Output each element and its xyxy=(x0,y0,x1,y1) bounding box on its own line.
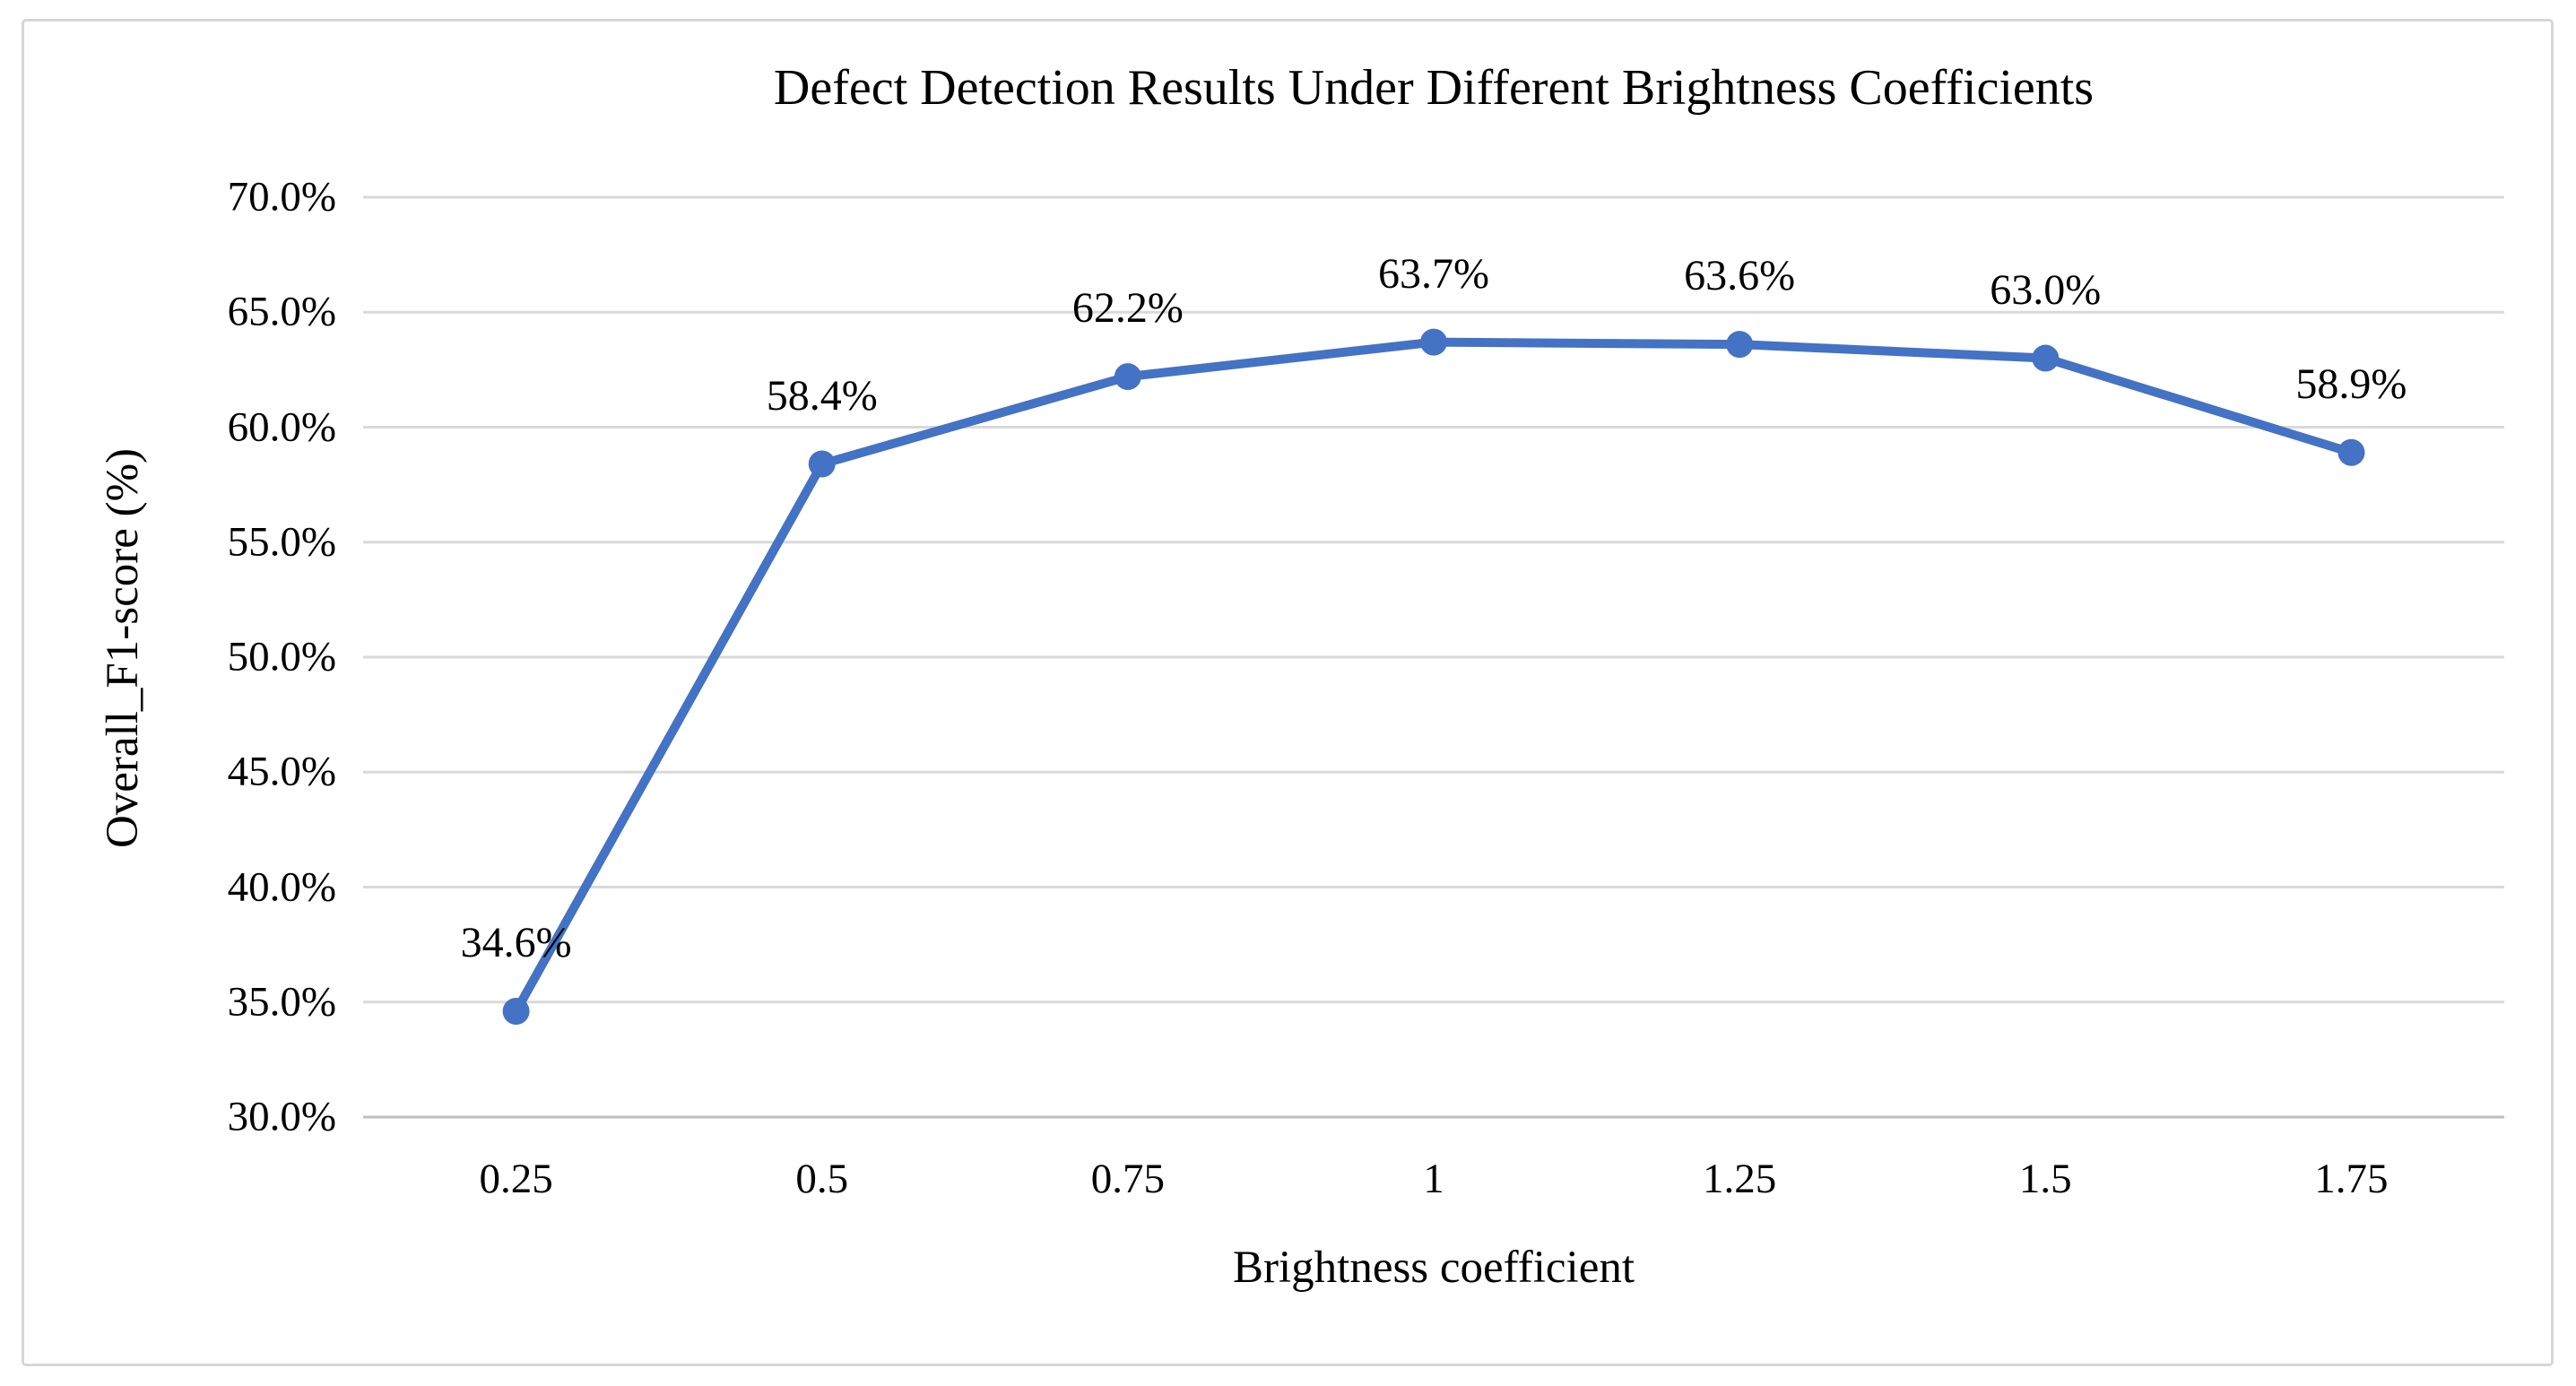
data-label: 58.4% xyxy=(766,371,878,420)
data-point-marker xyxy=(1420,328,1447,356)
data-point-marker xyxy=(2032,344,2060,372)
x-tick-label: 0.25 xyxy=(479,1156,553,1202)
y-tick-label: 40.0% xyxy=(227,863,336,910)
y-tick-label: 55.0% xyxy=(227,518,336,566)
x-tick-label: 1.5 xyxy=(2018,1156,2072,1202)
data-point-marker xyxy=(1114,363,1141,391)
data-point-marker xyxy=(502,998,530,1026)
data-point-marker xyxy=(2337,438,2365,466)
data-label: 34.6% xyxy=(460,919,572,966)
y-tick-label: 65.0% xyxy=(227,288,336,335)
y-tick-label: 35.0% xyxy=(227,978,336,1026)
series-line xyxy=(511,337,2356,1017)
data-label: 63.6% xyxy=(1684,252,1796,300)
y-tick-label: 50.0% xyxy=(227,633,336,680)
x-tick-label: 1 xyxy=(1423,1156,1444,1202)
data-label: 58.9% xyxy=(2295,359,2407,408)
data-label: 63.7% xyxy=(1378,249,1489,298)
x-axis-title: Brightness coefficient xyxy=(1232,1243,1635,1293)
x-tick-label: 1.25 xyxy=(1703,1156,1777,1202)
data-point-marker xyxy=(1726,331,1754,359)
x-tick-label: 0.75 xyxy=(1090,1156,1165,1202)
x-tick-label: 0.5 xyxy=(795,1156,849,1202)
chart-title: Defect Detection Results Under Different… xyxy=(773,60,2095,116)
data-label: 63.0% xyxy=(1990,265,2102,314)
data-point-marker xyxy=(808,450,836,478)
x-tick-label: 1.75 xyxy=(2314,1156,2389,1202)
data-label: 62.2% xyxy=(1071,284,1184,333)
y-tick-label: 30.0% xyxy=(227,1093,336,1140)
y-tick-label: 60.0% xyxy=(227,403,336,450)
y-tick-label: 45.0% xyxy=(227,748,336,795)
y-tick-label: 70.0% xyxy=(227,173,336,221)
